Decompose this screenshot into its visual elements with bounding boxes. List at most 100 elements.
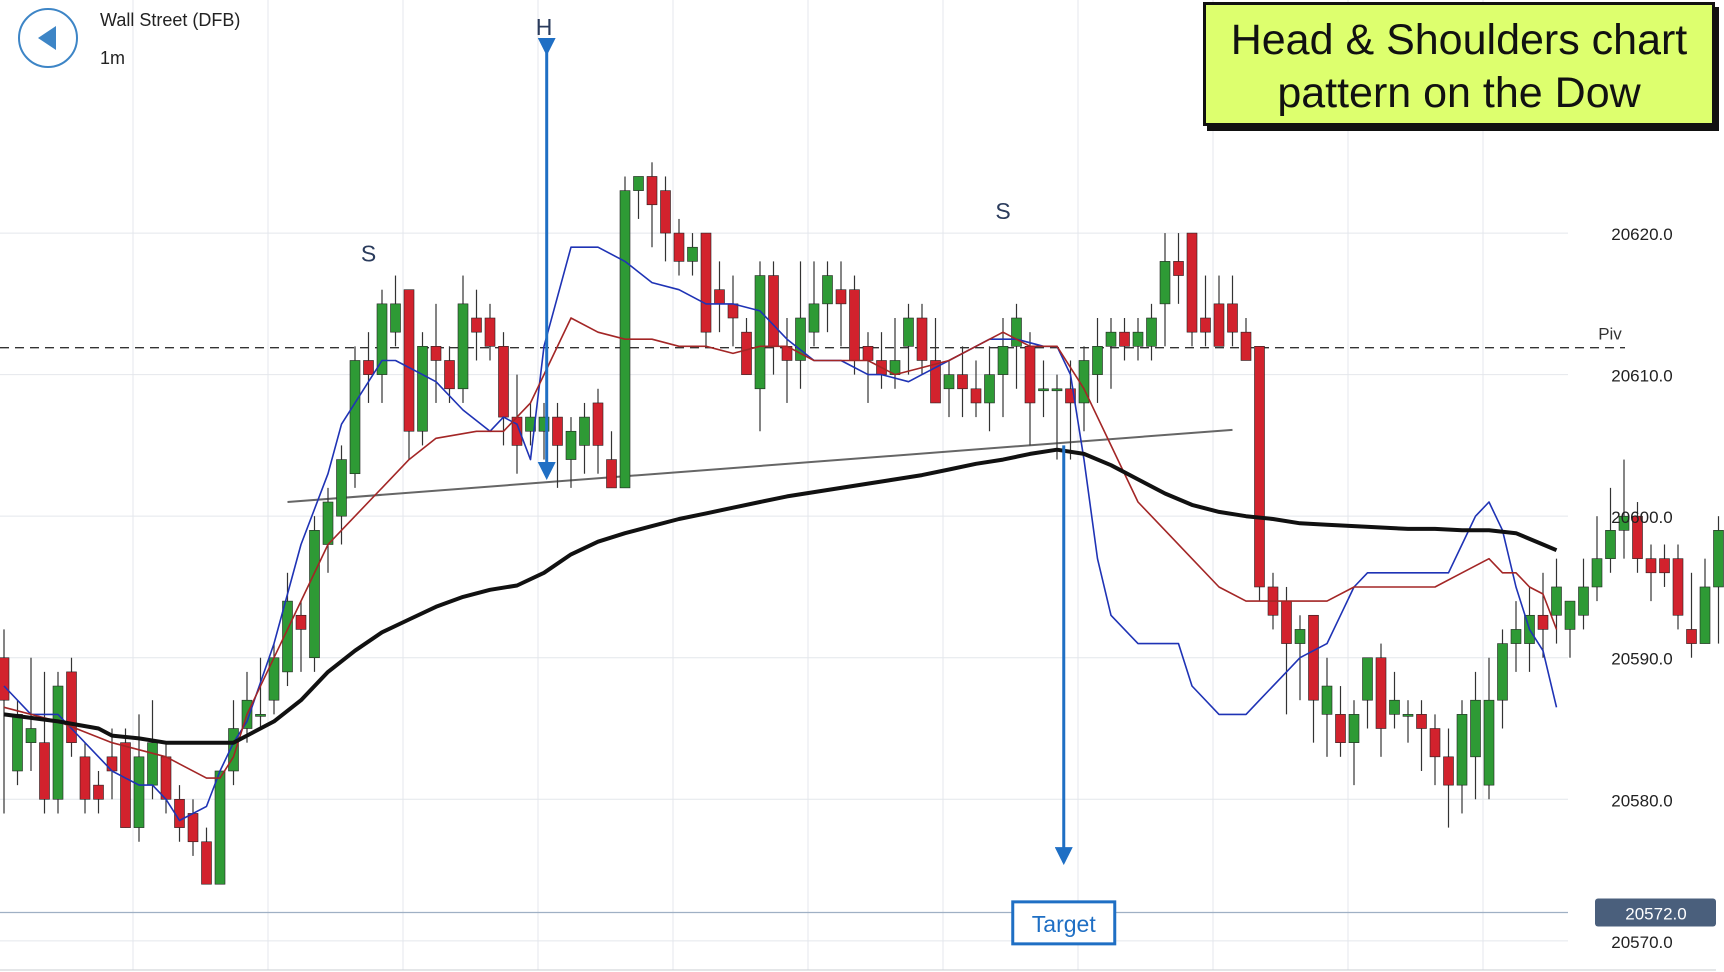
candle-down [1024, 346, 1036, 404]
candle-down [930, 360, 941, 404]
candle-up [417, 346, 428, 432]
candle-down [1416, 714, 1427, 729]
candle-down [741, 331, 752, 375]
candle-down [768, 275, 779, 347]
y-tick-label: 20570.0 [1611, 933, 1672, 952]
candle-up [1591, 558, 1603, 588]
candle-up [1483, 699, 1495, 786]
candle-up [457, 303, 469, 390]
ma-mid-line [3, 317, 1558, 779]
candle-up [52, 685, 64, 800]
candle-up [1348, 714, 1360, 743]
y-tick-label: 20620.0 [1611, 225, 1672, 244]
candle-up [12, 714, 23, 772]
candle-up [1402, 714, 1414, 717]
candle-up [1551, 586, 1562, 616]
candle-down [1308, 614, 1319, 701]
candle-down [79, 756, 91, 800]
candle-down [1173, 261, 1184, 276]
candle-down [1240, 331, 1252, 361]
y-tick-label: 20580.0 [1611, 791, 1672, 810]
candle-up [565, 430, 577, 460]
candle-up [984, 374, 995, 404]
candle-down [552, 416, 563, 446]
candle-up [1159, 261, 1171, 305]
candle-up [1713, 530, 1724, 588]
candle-down [403, 289, 415, 432]
candle-up [1146, 317, 1157, 347]
candle-up [1038, 388, 1049, 392]
ma-slow-line [3, 447, 1558, 745]
title-line-2: pattern on the Dow [1277, 69, 1641, 117]
candle-down [970, 388, 982, 404]
candle-down [471, 317, 482, 333]
candle-up [147, 742, 158, 786]
candle-down [363, 360, 374, 375]
candle-down [187, 813, 199, 843]
candle-down [444, 360, 455, 390]
candle-down [0, 657, 10, 701]
candle-down [1254, 346, 1265, 588]
candle-up [1605, 530, 1616, 559]
candle-up [1564, 600, 1576, 630]
instrument-name: Wall Street (DFB) [100, 10, 241, 30]
candle-up [822, 275, 833, 305]
candle-up [390, 303, 401, 333]
candle-down [849, 289, 860, 361]
candle-down [1537, 614, 1549, 630]
y-tick-label: 20590.0 [1611, 650, 1672, 669]
candle-up [1456, 714, 1468, 786]
candle-down [484, 317, 496, 347]
shoulder-label: S [995, 198, 1010, 224]
candle-down [592, 402, 604, 446]
candle-down [498, 346, 509, 418]
candle-down [957, 374, 968, 390]
candle-down [174, 798, 185, 828]
candle-down [120, 742, 131, 828]
candle-down [93, 784, 104, 800]
candle-down [660, 190, 671, 234]
back-arrow-icon [38, 26, 56, 50]
candle-up [1051, 388, 1063, 392]
candle-up [1294, 629, 1306, 644]
candle-down [1672, 558, 1684, 616]
candle-up [1011, 317, 1022, 347]
candle-up [943, 374, 955, 390]
shoulder-label: S [361, 240, 376, 266]
candle-down [606, 459, 617, 489]
candle-down [1200, 317, 1211, 333]
current-price-badge [1595, 898, 1716, 927]
candle-up [1510, 629, 1522, 644]
candle-up [133, 756, 145, 828]
candle-up [795, 317, 806, 361]
candle-down [727, 303, 739, 319]
candle-up [754, 275, 766, 390]
candle-down [1281, 600, 1292, 644]
candle-up [1578, 586, 1589, 616]
target-label-box [1011, 900, 1117, 946]
candle-up [808, 303, 820, 333]
candle-up [255, 714, 266, 717]
candle-up [25, 728, 37, 743]
annotations-layer: S H S Target [361, 14, 1117, 946]
candle-down [916, 317, 928, 361]
head-label: H [536, 14, 553, 40]
candle-up [322, 501, 334, 545]
candle-up [1618, 515, 1630, 531]
candle-up [1105, 331, 1117, 347]
back-button[interactable] [18, 8, 78, 68]
candle-down [700, 232, 712, 333]
candle-down [295, 614, 307, 630]
target-label: Target [1032, 911, 1097, 937]
timeframe-label[interactable]: 1m [100, 48, 126, 68]
candle-down [1186, 232, 1198, 333]
candle-down [66, 671, 77, 743]
candle-down [1119, 331, 1130, 347]
candle-up [1132, 331, 1144, 347]
y-tick-label: 20610.0 [1611, 367, 1672, 386]
reference-lines-layer: Piv [0, 325, 1625, 914]
candle-down [1645, 558, 1657, 574]
